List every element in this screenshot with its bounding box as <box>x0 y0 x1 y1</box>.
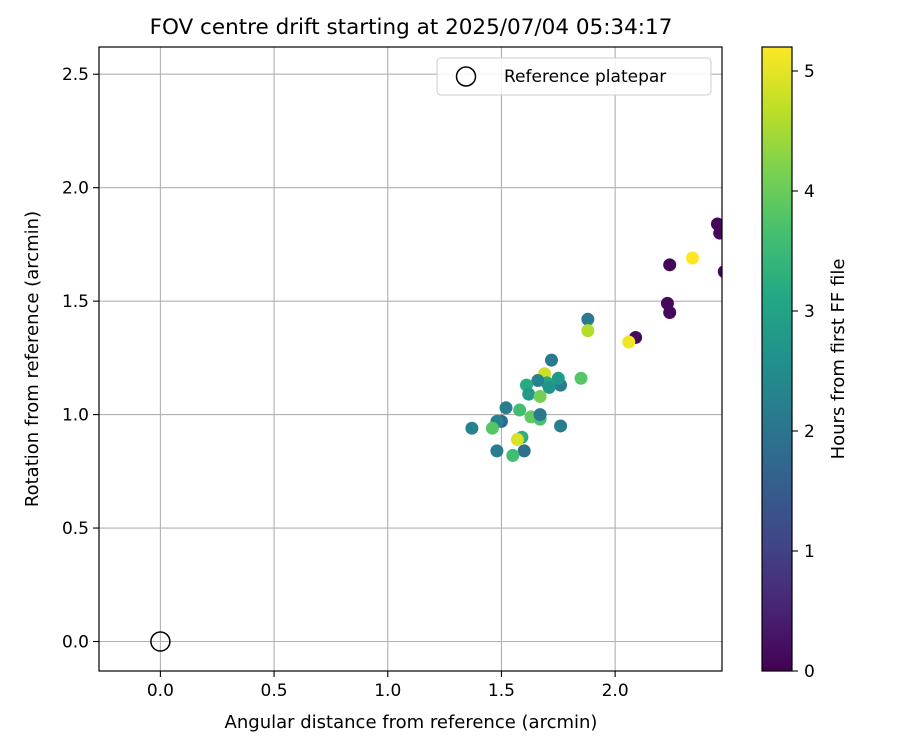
legend: Reference platepar <box>436 57 712 96</box>
reference-platepar-marker <box>150 631 171 652</box>
data-point <box>581 312 595 326</box>
y-tick-label: 2.5 <box>62 65 89 85</box>
data-point <box>663 305 677 319</box>
x-tick-label: 0.0 <box>147 681 174 701</box>
data-point <box>533 408 547 422</box>
y-tick-label: 0.0 <box>62 633 89 653</box>
y-tick-label: 1.0 <box>62 406 89 426</box>
chart-title: FOV centre drift starting at 2025/07/04 … <box>150 15 673 40</box>
data-point <box>551 371 565 385</box>
data-point <box>622 335 636 349</box>
colorbar-tick-label: 3 <box>804 302 815 322</box>
data-point <box>685 251 699 265</box>
data-point <box>485 421 499 435</box>
data-point <box>522 387 536 401</box>
data-point <box>533 389 547 403</box>
data-point <box>663 258 677 272</box>
colorbar-tick-label: 0 <box>804 662 815 682</box>
data-point <box>510 433 524 447</box>
colorbar-label: Hours from first FF file <box>828 259 849 460</box>
colorbar: 0 1 2 3 4 5 <box>761 46 815 682</box>
y-tick-label: 1.5 <box>62 292 89 312</box>
data-point <box>574 371 588 385</box>
plot-frame <box>98 46 723 672</box>
data-point <box>713 226 722 240</box>
colorbar-tick-label: 2 <box>804 422 815 442</box>
x-tick-label: 2.0 <box>602 681 629 701</box>
legend-box <box>436 57 712 96</box>
colorbar-gradient <box>761 46 793 672</box>
data-point <box>544 353 558 367</box>
data-point <box>531 374 545 388</box>
scatter-points <box>150 217 722 652</box>
x-tick-label: 1.5 <box>488 681 515 701</box>
colorbar-tick-label: 1 <box>804 542 815 562</box>
axes: 0.0 0.5 1.0 1.5 2.0 0.0 0.5 1.0 1.5 2.0 2.5 <box>62 46 723 701</box>
y-tick-label: 0.5 <box>62 519 89 539</box>
data-point <box>506 448 520 462</box>
data-point <box>581 324 595 338</box>
y-tick-label: 2.0 <box>62 179 89 199</box>
colorbar-tick-label: 4 <box>804 182 815 202</box>
legend-label: Reference platepar <box>504 67 666 87</box>
x-axis-label: Angular distance from reference (arcmin) <box>225 712 598 733</box>
data-point <box>499 401 513 415</box>
x-tick-label: 1.0 <box>374 681 401 701</box>
colorbar-tick-label: 5 <box>804 62 815 82</box>
data-point <box>717 265 722 278</box>
data-point <box>554 419 568 433</box>
legend-marker <box>455 66 477 87</box>
data-point <box>465 421 479 435</box>
data-point <box>517 444 531 458</box>
data-point <box>490 444 504 458</box>
data-point <box>542 380 556 394</box>
data-point <box>513 403 527 417</box>
grid <box>99 47 722 671</box>
x-tick-label: 0.5 <box>261 681 288 701</box>
y-axis-label: Rotation from reference (arcmin) <box>22 211 43 507</box>
